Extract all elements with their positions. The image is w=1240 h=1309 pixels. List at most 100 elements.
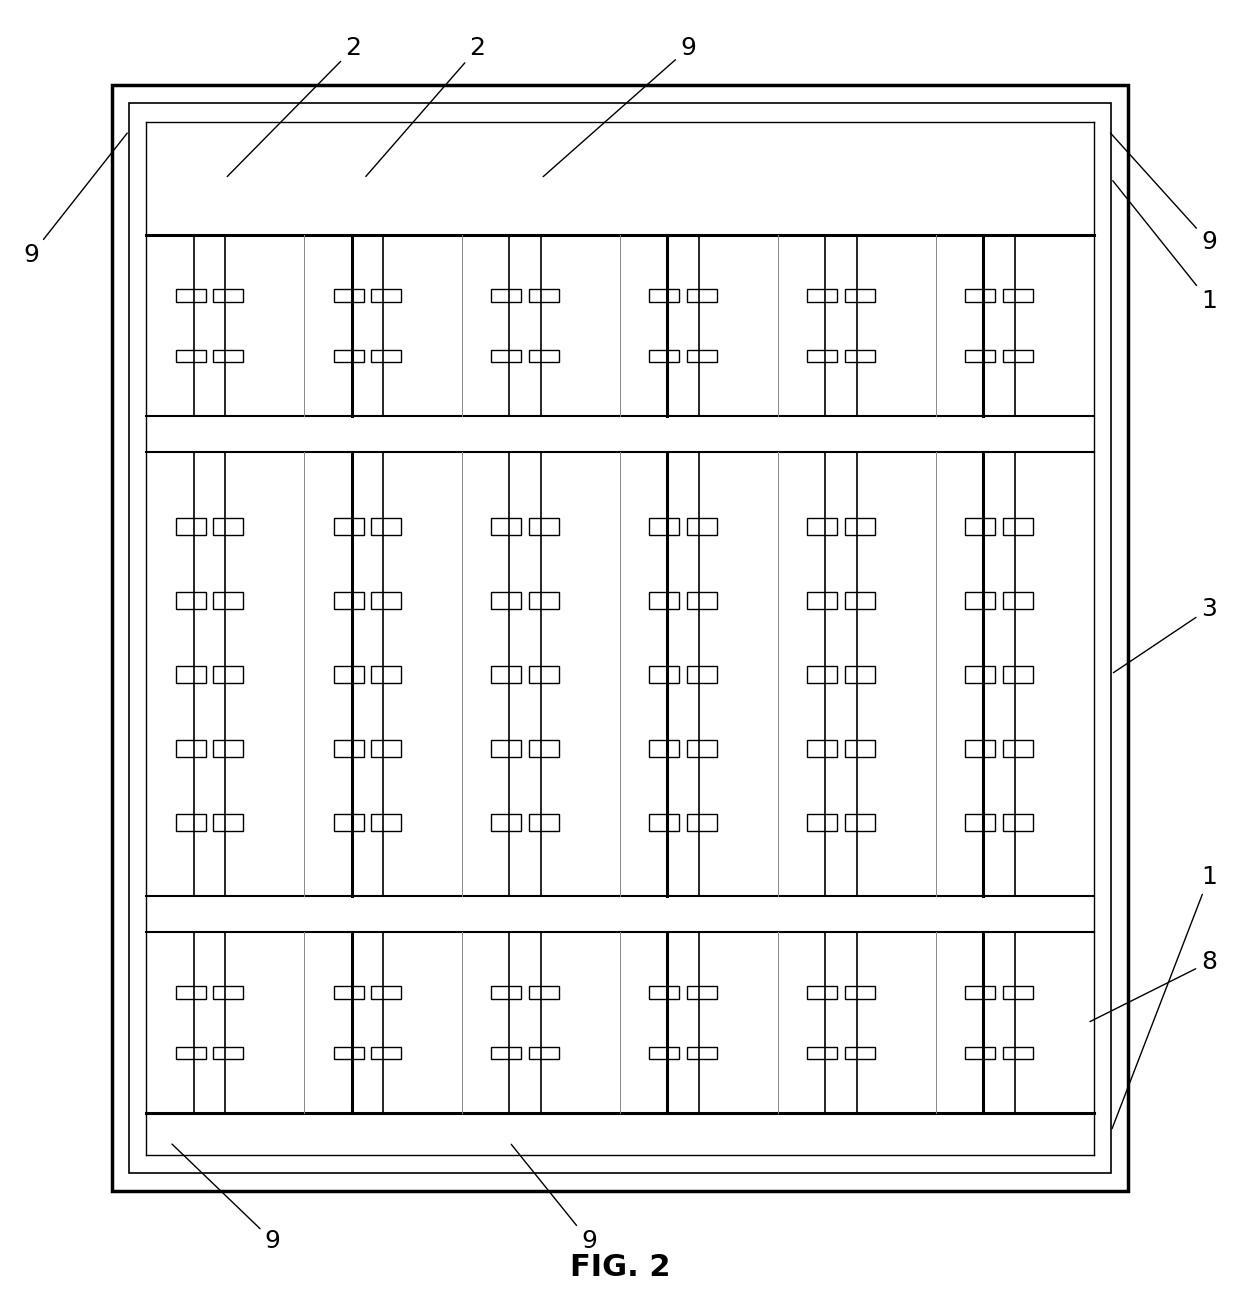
Bar [491,592,522,609]
Bar [650,1047,680,1059]
Bar [371,666,402,683]
Bar [176,1047,206,1059]
Bar [687,350,717,363]
Bar [176,350,206,363]
Bar [529,518,559,534]
Bar [965,814,996,831]
Bar [687,1047,717,1059]
Bar [807,518,837,534]
Bar [965,1047,996,1059]
Bar [1003,1047,1033,1059]
Bar [334,814,363,831]
Bar [529,1047,559,1059]
Bar [965,666,996,683]
Text: 9: 9 [172,1144,280,1253]
Bar [529,350,559,363]
Bar [844,592,875,609]
Bar [687,987,717,999]
Bar [529,666,559,683]
Bar [491,518,522,534]
Bar [491,740,522,757]
Bar [213,518,243,534]
Bar [807,289,837,302]
Bar [1003,987,1033,999]
Bar [491,350,522,363]
Bar [371,518,402,534]
Bar [844,1047,875,1059]
Bar [1003,592,1033,609]
Bar [1003,289,1033,302]
Bar [371,592,402,609]
Bar [334,740,363,757]
Bar [529,289,559,302]
Bar [650,987,680,999]
Bar [1003,350,1033,363]
Bar [807,592,837,609]
Text: 9: 9 [1111,134,1216,254]
Bar [213,814,243,831]
Bar [176,289,206,302]
Bar [213,740,243,757]
Bar [491,666,522,683]
Bar [491,289,522,302]
Bar [844,518,875,534]
Bar [965,518,996,534]
Text: 3: 3 [1114,597,1216,673]
Bar [1003,518,1033,534]
Bar [529,740,559,757]
Bar [844,740,875,757]
Bar [334,1047,363,1059]
Bar [650,518,680,534]
Bar [112,85,1128,1191]
Bar [213,666,243,683]
Bar [844,814,875,831]
Bar [213,350,243,363]
Bar [687,666,717,683]
Bar [965,740,996,757]
Bar [844,350,875,363]
Bar [650,350,680,363]
Text: 9: 9 [511,1144,596,1253]
Bar [807,666,837,683]
Bar [371,740,402,757]
Bar [213,1047,243,1059]
Bar [371,987,402,999]
Bar [650,814,680,831]
Bar [687,289,717,302]
Bar [687,814,717,831]
Bar [213,987,243,999]
Bar [213,592,243,609]
Bar [807,987,837,999]
Bar [965,350,996,363]
Text: 9: 9 [543,37,696,177]
Bar [965,987,996,999]
Bar [844,289,875,302]
Bar [129,103,1111,1173]
Bar [1003,814,1033,831]
Bar [650,592,680,609]
Bar [334,592,363,609]
Text: 2: 2 [366,37,485,177]
Bar [371,289,402,302]
Bar [529,987,559,999]
Bar [529,592,559,609]
Bar [371,1047,402,1059]
Bar [807,350,837,363]
Bar [807,740,837,757]
Bar [687,518,717,534]
Bar [965,289,996,302]
Bar [334,289,363,302]
Bar [844,987,875,999]
Bar [844,666,875,683]
Bar [650,740,680,757]
Bar [1003,666,1033,683]
Bar [529,814,559,831]
Bar [176,666,206,683]
Bar [650,666,680,683]
Bar [491,814,522,831]
Bar [213,289,243,302]
Text: 1: 1 [1112,181,1216,313]
Bar [176,592,206,609]
Bar [176,740,206,757]
Bar [687,592,717,609]
